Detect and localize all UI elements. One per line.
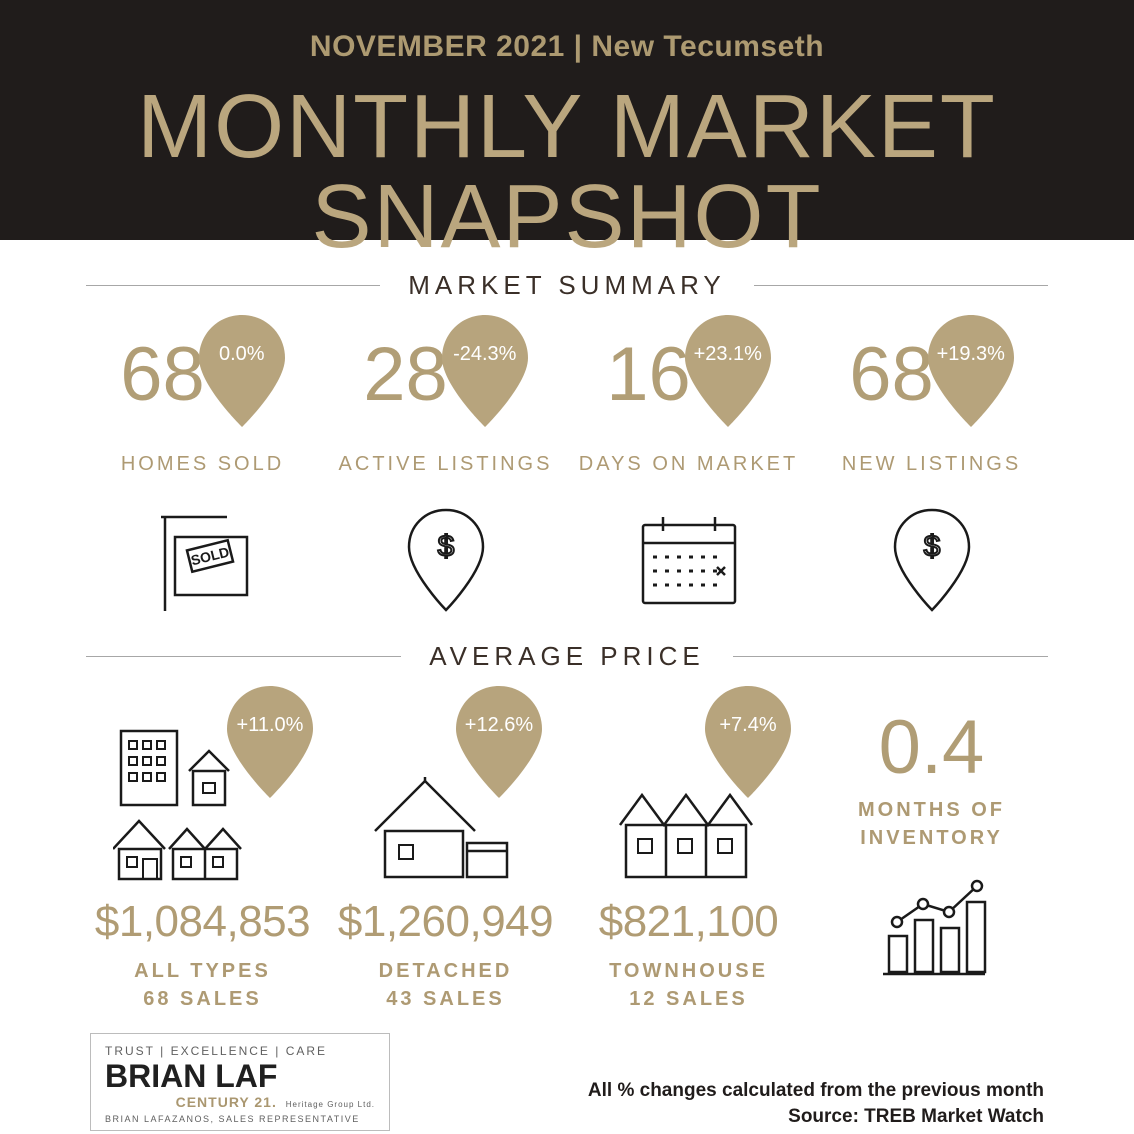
price-type-label: TOWNHOUSE xyxy=(572,957,805,985)
divider-line xyxy=(733,656,1048,657)
section-title-summary: MARKET SUMMARY xyxy=(380,270,754,301)
stat-label: HOMES SOLD xyxy=(86,453,319,476)
stat-label: DAYS ON MARKET xyxy=(572,453,805,476)
change-value: +11.0% xyxy=(227,714,313,737)
broker-brand-text: CENTURY 21. xyxy=(176,1094,277,1110)
change-pin-icon: +11.0% xyxy=(227,686,313,798)
subheader-text: NOVEMBER 2021 | New Tecumseth xyxy=(0,30,1134,64)
broker-tagline: TRUST | EXCELLENCE | CARE xyxy=(105,1044,375,1058)
change-pin-icon: 0.0% xyxy=(199,315,285,427)
stat-value: 16 xyxy=(606,337,691,413)
change-value: 0.0% xyxy=(199,343,285,366)
inventory-label: INVENTORY xyxy=(815,824,1048,852)
price-grid: +11.0% $1,084,853 ALL xyxy=(86,686,1048,1013)
stat-value: 68 xyxy=(120,337,205,413)
broker-brand: CENTURY 21. Heritage Group Ltd. xyxy=(105,1094,375,1110)
broker-name: BRIAN LAF xyxy=(105,1060,375,1092)
dollar-pin-icon: $ xyxy=(329,508,562,613)
stat-card-active-listings: 28 -24.3% ACTIVE LISTINGS $ xyxy=(329,315,562,613)
footnote-line: All % changes calculated from the previo… xyxy=(588,1078,1044,1105)
change-value: -24.3% xyxy=(442,343,528,366)
change-value: +19.3% xyxy=(928,343,1014,366)
stat-card-homes-sold: 68 0.0% HOMES SOLD SOLD xyxy=(86,315,319,613)
header-banner: NOVEMBER 2021 | New Tecumseth MONTHLY MA… xyxy=(0,0,1134,240)
summary-grid: 68 0.0% HOMES SOLD SOLD 28 xyxy=(86,315,1048,613)
divider-line xyxy=(86,285,380,286)
section-divider-summary: MARKET SUMMARY xyxy=(86,270,1048,301)
price-amount: $1,260,949 xyxy=(329,897,562,947)
stat-value: 68 xyxy=(849,337,934,413)
section-divider-price: AVERAGE PRICE xyxy=(86,641,1048,672)
stat-value: 28 xyxy=(363,337,448,413)
change-value: +7.4% xyxy=(705,714,791,737)
inventory-label: MONTHS OF xyxy=(815,796,1048,824)
price-card-detached: +12.6% $1,260,949 DETACHED 43 SALES xyxy=(329,686,562,1013)
stat-label: ACTIVE LISTINGS xyxy=(329,453,562,476)
svg-text:$: $ xyxy=(437,530,454,563)
change-pin-icon: -24.3% xyxy=(442,315,528,427)
footer-row: TRUST | EXCELLENCE | CARE BRIAN LAF CENT… xyxy=(0,1013,1134,1131)
change-pin-icon: +19.3% xyxy=(928,315,1014,427)
stat-label: NEW LISTINGS xyxy=(815,453,1048,476)
price-amount: $1,084,853 xyxy=(86,897,319,947)
section-title-price: AVERAGE PRICE xyxy=(401,641,732,672)
broker-badge: TRUST | EXCELLENCE | CARE BRIAN LAF CENT… xyxy=(90,1033,390,1131)
calendar-icon xyxy=(572,508,805,613)
divider-line xyxy=(754,285,1048,286)
price-type-label: ALL TYPES xyxy=(86,957,319,985)
price-type-label: DETACHED xyxy=(329,957,562,985)
stat-card-new-listings: 68 +19.3% NEW LISTINGS $ xyxy=(815,315,1048,613)
change-value: +12.6% xyxy=(456,714,542,737)
price-card-all-types: +11.0% $1,084,853 ALL xyxy=(86,686,319,1013)
inventory-value: 0.4 xyxy=(815,686,1048,786)
price-sales-label: 68 SALES xyxy=(86,985,319,1013)
change-pin-icon: +12.6% xyxy=(456,686,542,798)
inventory-card: 0.4 MONTHS OF INVENTORY xyxy=(815,686,1048,1013)
price-amount: $821,100 xyxy=(572,897,805,947)
main-title: MONTHLY MARKET SNAPSHOT xyxy=(0,82,1134,262)
footnote-block: All % changes calculated from the previo… xyxy=(588,1078,1044,1131)
broker-brand-sub: Heritage Group Ltd. xyxy=(286,1100,375,1109)
footnote-line: Source: TREB Market Watch xyxy=(588,1104,1044,1131)
sold-sign-icon: SOLD xyxy=(86,508,319,613)
price-sales-label: 43 SALES xyxy=(329,985,562,1013)
broker-rep: BRIAN LAFAZANOS, SALES REPRESENTATIVE xyxy=(105,1114,375,1124)
divider-line xyxy=(86,656,401,657)
stat-card-days-on-market: 16 +23.1% DAYS ON MARKET xyxy=(572,315,805,613)
change-pin-icon: +23.1% xyxy=(685,315,771,427)
price-card-townhouse: +7.4% $821,100 TOWNHOUSE 12 SALES xyxy=(572,686,805,1013)
svg-text:$: $ xyxy=(923,530,940,563)
price-sales-label: 12 SALES xyxy=(572,985,805,1013)
change-pin-icon: +7.4% xyxy=(705,686,791,798)
change-value: +23.1% xyxy=(685,343,771,366)
dollar-pin-icon: $ xyxy=(815,508,1048,613)
growth-chart-icon xyxy=(815,878,1048,983)
